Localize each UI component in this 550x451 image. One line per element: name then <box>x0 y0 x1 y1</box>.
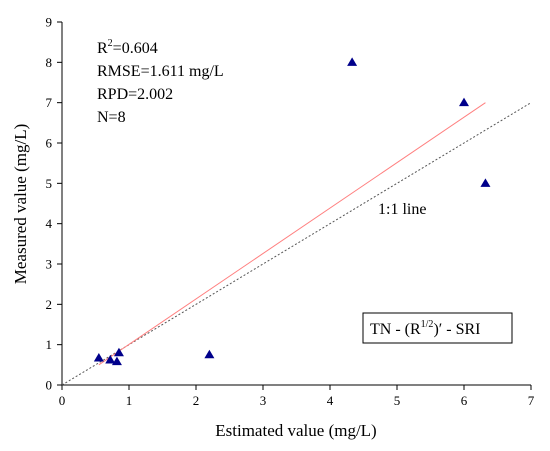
y-tick-label: 4 <box>46 216 53 231</box>
y-axis-title: Measured value (mg/L) <box>11 124 30 285</box>
x-ticks: 0 1 2 3 4 5 6 7 <box>59 385 535 408</box>
y-tick-label: 3 <box>46 257 53 272</box>
reference-line-1to1 <box>61 102 532 386</box>
data-point <box>113 347 124 357</box>
data-point <box>105 354 116 364</box>
y-tick-label: 8 <box>46 55 53 70</box>
model-label: TN - (R1/2)′ - SRI <box>370 319 481 338</box>
data-point <box>111 356 122 366</box>
x-tick-label: 0 <box>59 393 66 408</box>
x-tick-label: 1 <box>126 393 133 408</box>
one-to-one-label: 1:1 line <box>378 201 426 218</box>
data-point <box>204 349 215 359</box>
stat-r2-base: R <box>97 40 108 57</box>
data-point <box>459 97 469 107</box>
stat-r2-value: =0.604 <box>113 40 158 57</box>
stat-r2: R2=0.604 <box>97 38 158 57</box>
model-label-sup: 1/2 <box>421 319 434 330</box>
y-ticks: 0 1 2 3 4 5 6 7 8 9 <box>46 15 62 393</box>
y-tick-label: 9 <box>46 15 53 30</box>
stat-rmse: RMSE=1.611 mg/L <box>97 63 224 80</box>
y-tick-label: 2 <box>46 297 53 312</box>
y-tick-label: 0 <box>46 378 53 393</box>
x-tick-label: 5 <box>394 393 401 408</box>
y-tick-label: 5 <box>46 176 53 191</box>
data-point <box>347 57 358 66</box>
y-tick-label: 1 <box>46 337 53 352</box>
x-tick-label: 7 <box>528 393 535 408</box>
x-tick-label: 2 <box>193 393 200 408</box>
y-tick-label: 7 <box>46 95 53 110</box>
stat-n: N=8 <box>97 109 126 126</box>
model-label-box <box>362 312 513 344</box>
data-points <box>93 57 491 366</box>
regression-fit-line <box>98 102 486 366</box>
stat-rpd: RPD=2.002 <box>97 86 173 103</box>
model-label-suffix: )′ - SRI <box>433 321 480 338</box>
x-tick-label: 6 <box>461 393 468 408</box>
x-axis-title: Estimated value (mg/L) <box>215 421 376 440</box>
x-tick-label: 4 <box>327 393 334 408</box>
data-point <box>93 352 104 362</box>
model-label-prefix: TN - (R <box>370 321 421 338</box>
data-point <box>480 178 491 187</box>
stat-r2-sup: 2 <box>108 38 113 49</box>
y-tick-label: 6 <box>46 136 53 151</box>
x-tick-label: 3 <box>260 393 267 408</box>
